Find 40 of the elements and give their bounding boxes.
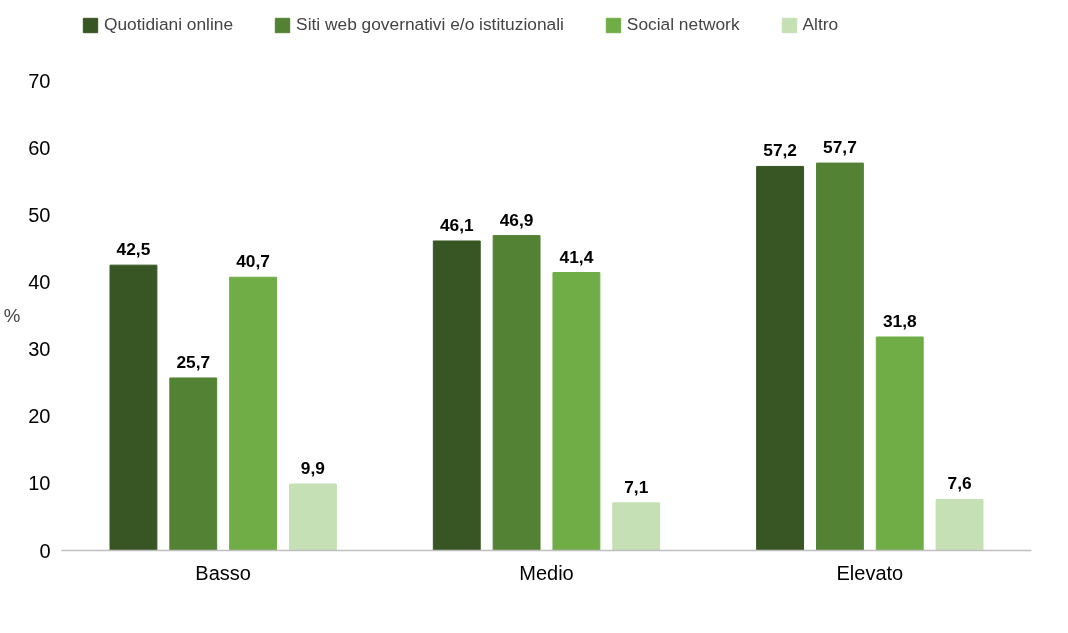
y-axis-title: % <box>3 305 21 326</box>
bar <box>552 272 601 551</box>
data-label: 42,5 <box>116 239 151 260</box>
data-label: 41,4 <box>559 246 594 267</box>
bar <box>935 498 984 551</box>
legend-label: Quotidiani online <box>104 14 234 35</box>
bar <box>815 162 864 551</box>
data-label: 57,7 <box>823 137 857 158</box>
bar <box>169 377 218 551</box>
data-label: 7,1 <box>624 476 649 497</box>
data-label: 40,7 <box>236 251 270 272</box>
data-label: 46,1 <box>439 214 474 235</box>
data-label: 57,2 <box>763 140 797 161</box>
bar <box>756 165 805 551</box>
legend-label: Altro <box>802 14 839 35</box>
bar <box>875 336 924 551</box>
y-tick-label: 70 <box>28 69 51 92</box>
bar <box>432 240 481 551</box>
data-label: 25,7 <box>176 351 211 372</box>
bar <box>229 276 278 551</box>
y-tick-label: 40 <box>28 270 51 293</box>
y-tick-label: 50 <box>28 203 51 226</box>
data-label: 46,9 <box>499 209 534 230</box>
y-tick-label: 20 <box>28 405 51 428</box>
bar <box>109 264 158 551</box>
bar <box>612 502 661 551</box>
y-tick-label: 60 <box>28 136 51 159</box>
legend-label: Social network <box>626 14 740 35</box>
data-label: 7,6 <box>947 473 972 494</box>
legend-label: Siti web governativi e/o istituzionali <box>296 14 564 35</box>
x-tick-label: Medio <box>519 561 574 584</box>
y-tick-label: 0 <box>39 539 51 562</box>
y-tick-label: 10 <box>28 472 51 495</box>
y-tick-label: 30 <box>28 338 51 361</box>
bar <box>492 235 541 551</box>
x-tick-label: Elevato <box>836 561 904 584</box>
data-label: 9,9 <box>300 458 325 479</box>
x-tick-label: Basso <box>195 561 251 584</box>
bar <box>288 483 337 551</box>
data-label: 31,8 <box>882 310 917 331</box>
